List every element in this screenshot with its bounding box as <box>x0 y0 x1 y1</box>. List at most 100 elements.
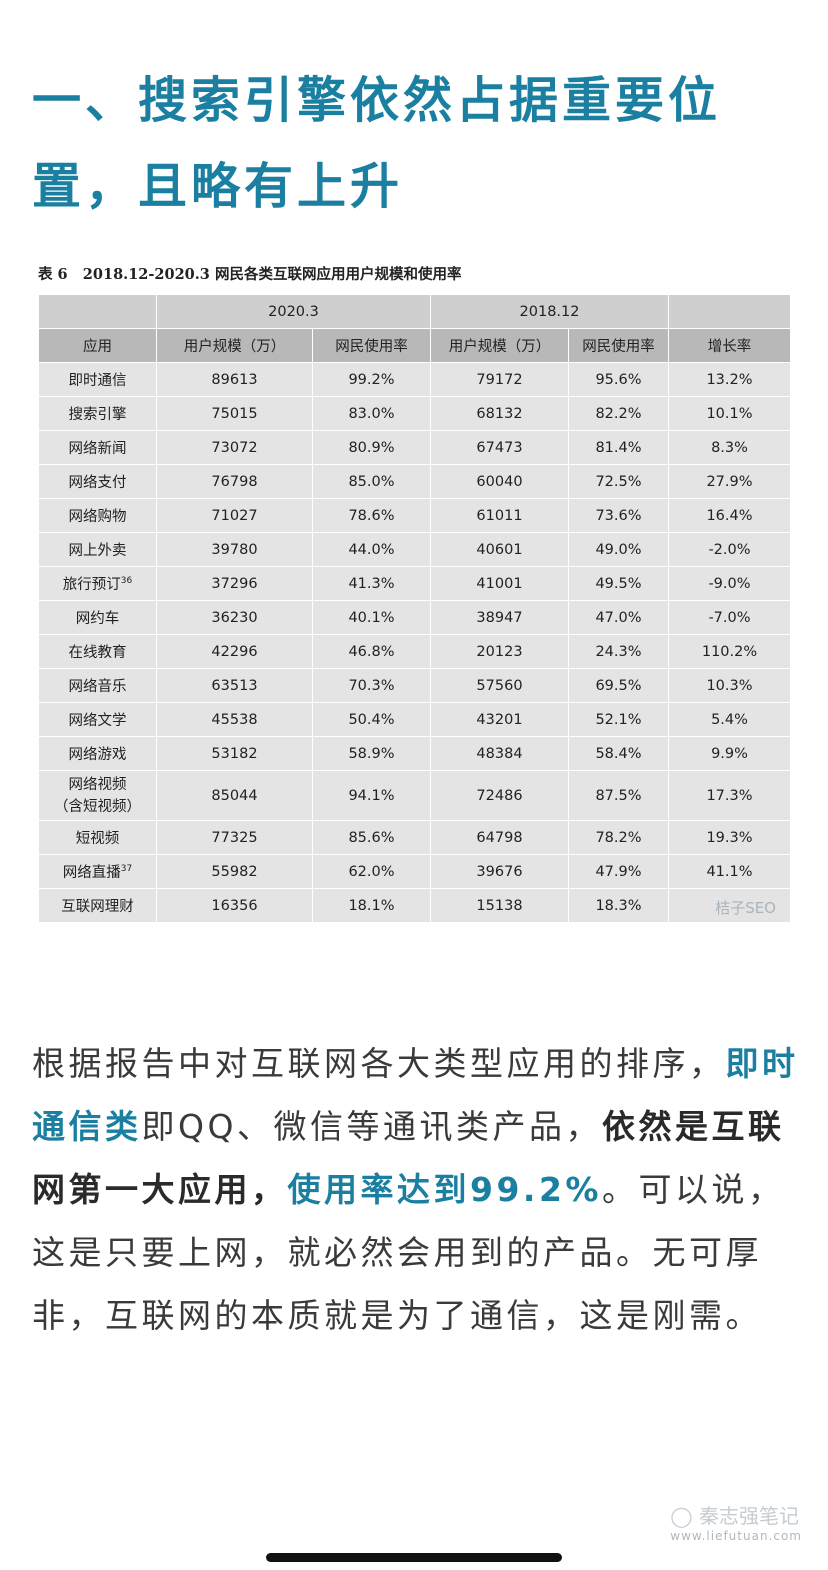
usage-table: 2020.3 2018.12 应用 用户规模（万） 网民使用率 用户规模（万） … <box>38 294 791 923</box>
cell-rate-2018: 49.5% <box>568 566 669 601</box>
paragraph-text-3: 。可以说，这是只要上网，就必然会用到的产品。无可厚非，互联网的本质就是为了通信，… <box>32 1170 785 1335</box>
home-indicator[interactable] <box>266 1553 562 1562</box>
cell-growth: 10.1% <box>668 396 791 431</box>
cell-rate-2020: 99.2% <box>312 362 431 397</box>
cell-app: 网络音乐 <box>38 668 157 703</box>
cell-users-2020: 45538 <box>156 702 313 737</box>
footer-watermark-url: www.liefutuan.com <box>670 1529 802 1543</box>
table-caption: 表 6 2018.12-2020.3 网民各类互联网应用用户规模和使用率 <box>38 260 790 294</box>
cell-app-name: 网络新闻 <box>68 441 127 457</box>
cell-rate-2018: 58.4% <box>568 736 669 771</box>
cell-app: 网络购物 <box>38 498 157 533</box>
cell-app: 网络文学 <box>38 702 157 737</box>
table-row: 网络游戏 53182 58.9% 48384 58.4% 9.9% <box>38 736 791 771</box>
cell-app: 在线教育 <box>38 634 157 669</box>
cell-rate-2020: 44.0% <box>312 532 431 567</box>
cell-users-2018: 79172 <box>430 362 569 397</box>
cell-users-2020: 89613 <box>156 362 313 397</box>
cell-app-name: 网络购物 <box>68 509 127 525</box>
cell-growth: 27.9% <box>668 464 791 499</box>
wechat-icon: ◯ <box>670 1504 693 1528</box>
cell-app: 网上外卖 <box>38 532 157 567</box>
table-row: 互联网理财 16356 18.1% 15138 18.3% 桔子SEO <box>38 888 791 923</box>
article-paragraph: 根据报告中对互联网各大类型应用的排序，即时通信类即QQ、微信等通讯类产品，依然是… <box>32 1032 802 1347</box>
cell-app-name: 网络音乐 <box>68 679 127 695</box>
table-row: 网络支付 76798 85.0% 60040 72.5% 27.9% <box>38 464 791 499</box>
cell-app-name: 短视频 <box>75 831 120 847</box>
cell-users-2020: 85044 <box>156 770 313 821</box>
cell-growth: 13.2% <box>668 362 791 397</box>
cell-rate-2018: 81.4% <box>568 430 669 465</box>
cell-users-2018: 15138 <box>430 888 569 923</box>
table-row: 短视频 77325 85.6% 64798 78.2% 19.3% <box>38 820 791 855</box>
cell-app-name: 网络文学 <box>68 713 127 729</box>
data-table-figure: 表 6 2018.12-2020.3 网民各类互联网应用用户规模和使用率 202… <box>38 260 791 923</box>
cell-rate-2018: 18.3% <box>568 888 669 923</box>
cell-app-name: 互联网理财 <box>61 899 134 915</box>
cell-app: 旅行预订36 <box>38 566 157 601</box>
cell-growth: 10.3% <box>668 668 791 703</box>
table-row: 网络文学 45538 50.4% 43201 52.1% 5.4% <box>38 702 791 737</box>
cell-rate-2020: 58.9% <box>312 736 431 771</box>
cell-app: 互联网理财 <box>38 888 157 923</box>
cell-users-2020: 55982 <box>156 854 313 889</box>
cell-users-2020: 75015 <box>156 396 313 431</box>
cell-rate-2020: 85.0% <box>312 464 431 499</box>
cell-users-2020: 16356 <box>156 888 313 923</box>
cell-app: 即时通信 <box>38 362 157 397</box>
paragraph-highlight-im: 即时通信类 <box>32 1044 799 1146</box>
header-app: 应用 <box>38 328 157 363</box>
cell-app-name: 在线教育 <box>68 645 127 661</box>
cell-rate-2018: 49.0% <box>568 532 669 567</box>
cell-app: 网络视频 （含短视频） <box>38 770 157 821</box>
cell-app-name: 网络视频 <box>68 776 127 793</box>
cell-users-2020: 53182 <box>156 736 313 771</box>
cell-users-2020: 77325 <box>156 820 313 855</box>
cell-users-2018: 68132 <box>430 396 569 431</box>
cell-rate-2018: 72.5% <box>568 464 669 499</box>
cell-users-2018: 72486 <box>430 770 569 821</box>
cell-app: 网约车 <box>38 600 157 635</box>
cell-users-2018: 39676 <box>430 854 569 889</box>
cell-growth: 41.1% <box>668 854 791 889</box>
cell-app-name: 网络直播 <box>62 865 121 881</box>
cell-growth: 16.4% <box>668 498 791 533</box>
cell-app: 搜索引擎 <box>38 396 157 431</box>
cell-rate-2020: 40.1% <box>312 600 431 635</box>
paragraph-bold-first: 依然是互联网第一大应用， <box>32 1107 785 1209</box>
cell-rate-2018: 78.2% <box>568 820 669 855</box>
table-row: 网络音乐 63513 70.3% 57560 69.5% 10.3% <box>38 668 791 703</box>
table-row: 网络购物 71027 78.6% 61011 73.6% 16.4% <box>38 498 791 533</box>
table-row: 网络直播37 55982 62.0% 39676 47.9% 41.1% <box>38 854 791 889</box>
cell-growth: -7.0% <box>668 600 791 635</box>
header-rate-2020: 网民使用率 <box>312 328 431 363</box>
cell-rate-2018: 69.5% <box>568 668 669 703</box>
table-header-row: 应用 用户规模（万） 网民使用率 用户规模（万） 网民使用率 增长率 <box>38 328 791 363</box>
cell-users-2018: 57560 <box>430 668 569 703</box>
cell-users-2020: 36230 <box>156 600 313 635</box>
cell-users-2018: 48384 <box>430 736 569 771</box>
cell-rate-2020: 80.9% <box>312 430 431 465</box>
cell-users-2018: 43201 <box>430 702 569 737</box>
cell-growth: 9.9% <box>668 736 791 771</box>
cell-app-name: 网络支付 <box>68 475 127 491</box>
cell-app-name: 搜索引擎 <box>68 407 127 423</box>
cell-app-name-line2: （含短视频） <box>54 798 141 815</box>
cell-users-2020: 37296 <box>156 566 313 601</box>
cell-users-2020: 42296 <box>156 634 313 669</box>
cell-rate-2020: 78.6% <box>312 498 431 533</box>
period-blank-right <box>668 294 791 329</box>
cell-app-name: 网络游戏 <box>68 747 127 763</box>
paragraph-highlight-rate: 使用率达到99.2% <box>287 1170 602 1209</box>
cell-app-name: 即时通信 <box>68 373 127 389</box>
table-caption-title: 2018.12-2020.3 网民各类互联网应用用户规模和使用率 <box>82 266 462 283</box>
cell-rate-2018: 73.6% <box>568 498 669 533</box>
table-row: 网约车 36230 40.1% 38947 47.0% -7.0% <box>38 600 791 635</box>
header-growth: 增长率 <box>668 328 791 363</box>
paragraph-text-2: 即QQ、微信等通讯类产品， <box>141 1107 602 1146</box>
cell-app: 短视频 <box>38 820 157 855</box>
cell-rate-2018: 52.1% <box>568 702 669 737</box>
cell-users-2018: 61011 <box>430 498 569 533</box>
table-row: 旅行预订36 37296 41.3% 41001 49.5% -9.0% <box>38 566 791 601</box>
cell-rate-2020: 62.0% <box>312 854 431 889</box>
